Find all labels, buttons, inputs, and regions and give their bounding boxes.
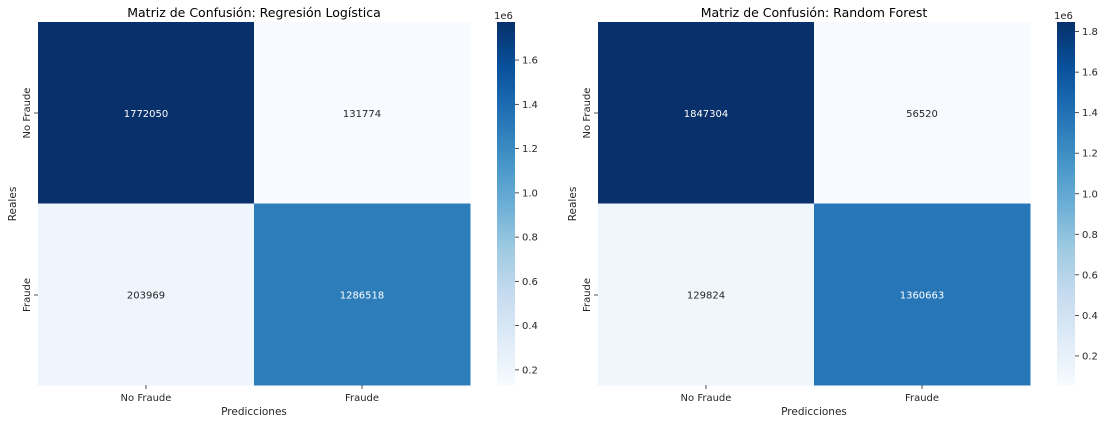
heatmap-cells: 1772050 131774 203969 1286518 — [38, 22, 471, 386]
colorbar-tick-label: 0.8 — [1082, 230, 1098, 241]
colorbar-ticks: 0.2 0.4 0.6 0.8 1.0 1.2 1.4 1.6 — [515, 56, 538, 376]
colorbar-tick-label: 0.4 — [1082, 311, 1098, 322]
colorbar-scale-label: 1e6 — [1054, 11, 1073, 22]
x-tick-labels: No Fraude Fraude — [121, 385, 379, 404]
chart-title: Matriz de Confusión: Regresión Logística — [127, 5, 381, 20]
heatmap-panel-random-forest: Matriz de Confusión: Random Forest 18473… — [567, 5, 1098, 418]
colorbar-tick-label: 0.4 — [522, 321, 538, 332]
colorbar-tick-label: 1.8 — [1082, 27, 1098, 38]
heatmap-cells: 1847304 56520 129824 1360663 — [598, 22, 1031, 386]
x-tick-label: No Fraude — [681, 393, 732, 404]
cell-value-label: 131774 — [343, 109, 381, 120]
colorbar-tick-label: 0.6 — [1082, 270, 1098, 281]
x-tick-labels: No Fraude Fraude — [681, 385, 939, 404]
colorbar-tick-label: 1.2 — [522, 144, 538, 155]
colorbar-gradient — [1057, 22, 1075, 385]
y-tick-label: Fraude — [22, 278, 33, 312]
heatmap-panel-logistic: Matriz de Confusión: Regresión Logística… — [7, 5, 538, 418]
colorbar-tick-label: 0.6 — [522, 277, 538, 288]
y-axis-label: Reales — [567, 187, 579, 222]
colorbar-tick-label: 1.0 — [522, 188, 538, 199]
cell-value-label: 56520 — [906, 109, 938, 120]
x-axis-label: Predicciones — [221, 406, 287, 418]
colorbar-scale-label: 1e6 — [494, 11, 513, 22]
x-tick-label: No Fraude — [121, 393, 172, 404]
x-tick-label: Fraude — [345, 393, 379, 404]
y-tick-label: Fraude — [582, 278, 593, 312]
colorbar-ticks: 0.2 0.4 0.6 0.8 1.0 1.2 1.4 1.6 1.8 — [1075, 27, 1098, 362]
colorbar-tick-label: 0.2 — [1082, 351, 1098, 362]
cell-value-label: 1772050 — [124, 109, 169, 120]
heatmap-cell — [38, 22, 255, 204]
heatmap-cell — [598, 22, 815, 204]
colorbar-tick-label: 1.4 — [1082, 108, 1098, 119]
colorbar-tick-label: 1.0 — [1082, 189, 1098, 200]
cell-value-label: 203969 — [127, 290, 165, 301]
cell-value-label: 1847304 — [684, 109, 729, 120]
cell-value-label: 129824 — [687, 290, 725, 301]
heatmap-cell — [814, 22, 1031, 204]
x-axis-label: Predicciones — [781, 406, 847, 418]
cell-value-label: 1360663 — [900, 290, 945, 301]
cell-value-label: 1286518 — [340, 290, 385, 301]
colorbar-tick-label: 1.6 — [522, 56, 538, 67]
colorbar-gradient — [497, 22, 515, 385]
y-axis-label: Reales — [7, 187, 19, 222]
heatmap-cell — [814, 203, 1031, 386]
y-tick-labels: No Fraude Fraude — [22, 88, 38, 312]
x-tick-label: Fraude — [905, 393, 939, 404]
heatmap-cell — [254, 22, 471, 204]
y-tick-labels: No Fraude Fraude — [582, 88, 598, 312]
colorbar-tick-label: 1.6 — [1082, 68, 1098, 79]
heatmap-cell — [254, 203, 471, 386]
colorbar: 0.2 0.4 0.6 0.8 1.0 1.2 1.4 1.6 1.8 1e6 — [1054, 11, 1098, 385]
colorbar-tick-label: 0.8 — [522, 233, 538, 244]
colorbar: 0.2 0.4 0.6 0.8 1.0 1.2 1.4 1.6 1e6 — [494, 11, 538, 385]
heatmap-cell — [38, 203, 255, 386]
colorbar-tick-label: 1.2 — [1082, 149, 1098, 160]
heatmap-cell — [598, 203, 815, 386]
colorbar-tick-label: 0.2 — [522, 365, 538, 376]
chart-title: Matriz de Confusión: Random Forest — [701, 5, 928, 20]
y-tick-label: No Fraude — [22, 88, 33, 139]
y-tick-label: No Fraude — [582, 88, 593, 139]
colorbar-tick-label: 1.4 — [522, 100, 538, 111]
